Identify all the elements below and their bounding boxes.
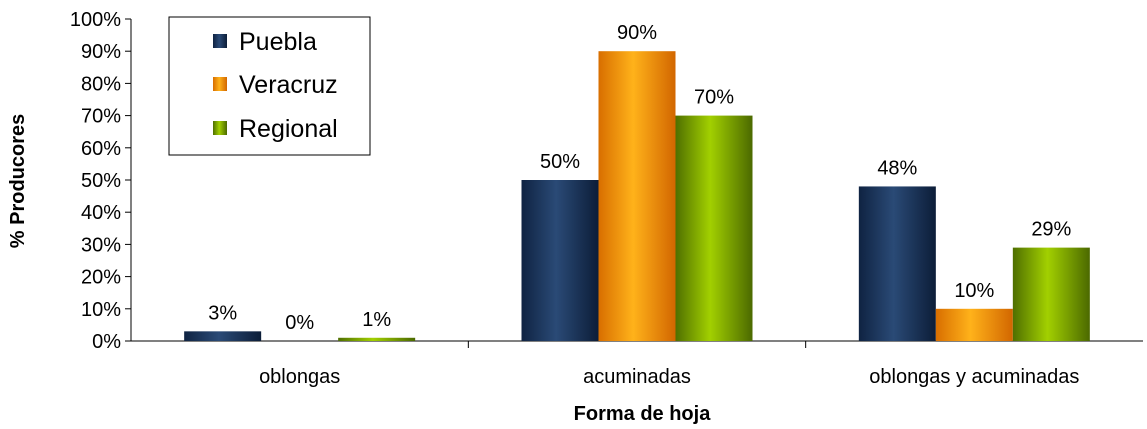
bar-regional	[338, 337, 416, 341]
y-tick-label: 100%	[70, 9, 121, 31]
data-label-puebla: 3%	[208, 302, 237, 324]
data-label-puebla: 50%	[540, 151, 580, 173]
x-category-label: oblongas	[259, 366, 340, 388]
y-tick-label: 60%	[81, 138, 121, 160]
y-axis-title: % Producores	[7, 114, 29, 248]
data-label-regional: 1%	[362, 309, 391, 331]
data-label-veracruz: 10%	[954, 280, 994, 302]
data-label-puebla: 48%	[877, 157, 917, 179]
y-tick-label: 40%	[81, 202, 121, 224]
y-tick-label: 70%	[81, 106, 121, 128]
data-label-veracruz: 90%	[617, 22, 657, 44]
y-tick-label: 20%	[81, 267, 121, 289]
bar-puebla	[184, 331, 262, 341]
legend-label-regional: Regional	[239, 115, 338, 143]
bar-veracruz	[935, 308, 1013, 341]
data-label-veracruz: 0%	[285, 312, 314, 334]
y-tick-label: 80%	[81, 73, 121, 95]
data-label-regional: 70%	[694, 87, 734, 109]
y-tick-label: 10%	[81, 299, 121, 321]
data-label-regional: 29%	[1031, 219, 1071, 241]
x-axis: oblongas acuminadas oblongas y acuminadas	[131, 340, 1143, 388]
bar-puebla	[858, 186, 936, 341]
legend-label-puebla: Puebla	[239, 28, 317, 56]
bars	[184, 51, 1090, 341]
x-category-label: acuminadas	[583, 366, 691, 388]
y-axis: 0% 10% 20% 30% 40% 50% 60% 70% 80% 90% 100%	[70, 9, 132, 353]
y-tick-label: 90%	[81, 41, 121, 63]
y-tick-label: 50%	[81, 170, 121, 192]
bar-regional	[675, 115, 753, 341]
legend-swatch-puebla	[213, 34, 227, 48]
legend-box	[168, 16, 371, 156]
legend-label-veracruz: Veracruz	[239, 71, 338, 99]
y-tick-label: 30%	[81, 234, 121, 256]
legend-swatch-veracruz	[213, 77, 227, 91]
legend-swatch-regional	[213, 121, 227, 135]
data-labels: 3% 0% 1% 50% 90% 70% 48% 10% 29%	[208, 22, 1071, 334]
bar-veracruz	[598, 51, 676, 341]
x-axis-title: Forma de hoja	[574, 403, 712, 425]
legend: Puebla Veracruz Regional	[168, 16, 371, 156]
x-category-label: oblongas y acuminadas	[869, 366, 1079, 388]
bar-regional	[1012, 247, 1090, 341]
y-tick-label: 0%	[92, 331, 121, 353]
bar-puebla	[521, 180, 599, 341]
